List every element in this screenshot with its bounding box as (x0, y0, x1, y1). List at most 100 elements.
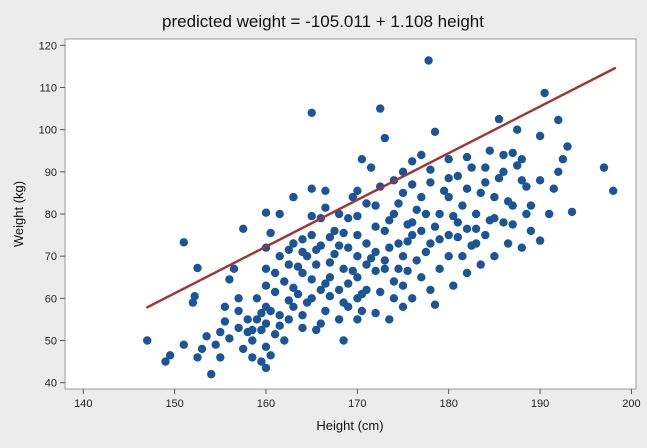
data-point (430, 222, 440, 231)
data-point (490, 192, 499, 202)
data-point (417, 192, 426, 202)
data-point (257, 308, 266, 318)
data-point (261, 264, 271, 273)
data-point (261, 208, 271, 217)
data-point (453, 233, 462, 242)
data-point (225, 334, 234, 343)
y-axis-label: Weight (kg) (11, 181, 26, 247)
data-point (261, 281, 271, 290)
data-point (257, 325, 266, 335)
data-point (513, 125, 522, 134)
y-tick-label: 90 (45, 167, 57, 179)
data-point (307, 108, 316, 118)
data-point (490, 252, 499, 261)
x-tick-label: 180 (440, 398, 458, 410)
data-point (362, 260, 371, 269)
data-point (376, 104, 385, 113)
data-point (266, 306, 275, 316)
x-tick-label: 190 (531, 398, 549, 410)
data-point (316, 319, 325, 328)
data-point (188, 298, 198, 307)
data-point (362, 199, 371, 208)
data-point (558, 155, 568, 164)
data-point (376, 287, 385, 297)
data-point (394, 264, 403, 273)
data-point (234, 306, 243, 316)
data-point (398, 281, 408, 290)
data-point (193, 263, 202, 273)
data-point (467, 163, 476, 172)
data-point (499, 167, 508, 176)
data-point (389, 209, 399, 219)
data-point (430, 300, 440, 309)
data-point (330, 226, 339, 236)
data-point (321, 203, 330, 212)
data-point (270, 330, 280, 339)
data-point (444, 174, 453, 183)
data-point (476, 188, 485, 198)
data-point (435, 209, 444, 219)
data-point (471, 224, 481, 233)
data-point (344, 243, 353, 252)
data-point (508, 220, 517, 229)
data-point (339, 336, 348, 345)
data-point (330, 249, 339, 259)
data-point (424, 56, 433, 65)
data-point (193, 353, 202, 362)
data-point (348, 192, 357, 202)
data-point (385, 216, 394, 225)
data-point (481, 230, 490, 240)
data-point (289, 239, 298, 248)
data-points (143, 56, 618, 379)
data-point (353, 211, 362, 221)
data-point (344, 214, 353, 223)
data-point (316, 285, 325, 295)
data-point (535, 236, 545, 245)
data-point (412, 205, 421, 214)
x-tick-label: 160 (257, 398, 275, 410)
data-point (517, 176, 526, 185)
data-point (412, 256, 421, 265)
data-point (357, 155, 367, 164)
data-point (353, 186, 362, 195)
data-point (609, 186, 618, 195)
data-point (458, 252, 467, 261)
data-point (599, 163, 609, 172)
data-point (325, 258, 335, 267)
data-point (535, 131, 545, 141)
data-point (545, 209, 554, 219)
data-point (353, 273, 362, 282)
data-point (540, 88, 549, 98)
data-point (408, 157, 417, 166)
data-point (494, 114, 504, 124)
data-point (307, 211, 316, 221)
data-point (444, 155, 453, 164)
data-point (334, 241, 344, 250)
data-point (179, 238, 188, 247)
data-point (435, 264, 444, 273)
data-point (458, 201, 467, 210)
data-point (444, 230, 453, 240)
data-point (398, 252, 408, 261)
data-point (403, 237, 412, 246)
data-point (302, 252, 312, 261)
data-point (266, 351, 275, 360)
data-point (353, 315, 362, 324)
data-point (211, 340, 220, 349)
data-point (234, 294, 243, 303)
data-point (380, 133, 389, 143)
data-point (426, 285, 435, 295)
data-point (353, 230, 362, 240)
data-point (449, 281, 458, 290)
data-point (522, 209, 531, 219)
data-point (348, 266, 357, 276)
data-point (366, 163, 376, 172)
data-point (439, 186, 449, 195)
data-point (554, 115, 563, 125)
x-tick-label: 200 (622, 398, 640, 410)
data-point (275, 209, 284, 219)
data-point (417, 273, 426, 282)
data-point (284, 315, 293, 324)
data-point (453, 171, 462, 181)
